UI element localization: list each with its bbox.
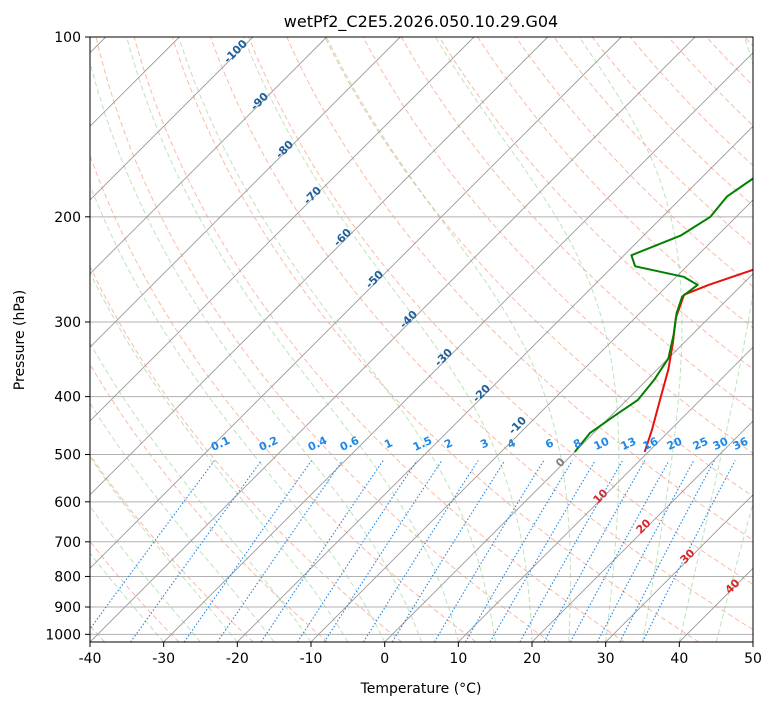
mixing-ratio-line (391, 460, 506, 642)
x-tick-label: 20 (523, 651, 541, 667)
dry-adiabat (400, 37, 753, 412)
moist-adiabat (434, 37, 620, 642)
mixing-ratio-line (433, 460, 545, 642)
mixing-ratio-line (362, 460, 479, 642)
isotherm-line (90, 37, 549, 496)
dry-adiabat (362, 37, 753, 455)
y-tick-label: 100 (54, 30, 81, 46)
dry-adiabat (90, 265, 403, 642)
y-tick-label: 200 (54, 210, 81, 226)
chart-title: wetPf2_C2E5.2026.050.10.29.G04 (284, 12, 558, 32)
mixing-ratio-label: 10 (592, 435, 612, 453)
mixing-ratio-line (90, 460, 215, 630)
dry-adiabat (286, 37, 753, 541)
dry-adiabat (629, 37, 753, 167)
x-tick-label: 0 (380, 651, 389, 667)
y-tick-label: 700 (54, 535, 81, 551)
moist-adiabat (90, 342, 312, 642)
isotherm-line (90, 37, 622, 569)
isotherm-line (310, 199, 753, 642)
mixing-ratio-label: 20 (665, 435, 685, 453)
x-tick-label: -40 (79, 651, 102, 667)
y-tick-label: 600 (54, 495, 81, 511)
dry-adiabat (553, 37, 753, 247)
isotherm-line (531, 420, 753, 642)
mixing-ratio-label: 30 (711, 435, 731, 453)
dry-adiabat (324, 37, 753, 498)
mixing-ratio-label: 13 (619, 435, 638, 453)
dry-adiabat (248, 37, 753, 586)
isotherm-line (90, 37, 475, 422)
y-tick-label: 800 (54, 569, 81, 585)
sounding-series (574, 177, 753, 453)
y-axis-label: Pressure (hPa) (12, 290, 28, 390)
mixing-ratio-line (596, 460, 695, 642)
y-tick-label: 900 (54, 600, 81, 616)
isotherm-line (90, 37, 696, 642)
mixing-ratio-line (569, 460, 670, 642)
moist-adiabat (90, 505, 201, 642)
isotherm-line (236, 125, 753, 642)
temperature-line (643, 268, 753, 453)
mixing-ratio-line (216, 460, 343, 642)
dry-adiabat (90, 363, 328, 642)
y-tick-label: 400 (54, 390, 81, 406)
y-tick-label: 500 (54, 448, 81, 464)
moist-adiabats (90, 37, 753, 642)
pressure-gridlines (90, 37, 753, 635)
mixing-ratio-line (464, 460, 573, 642)
dry-adiabat (90, 453, 254, 642)
x-tick-label: -10 (300, 651, 323, 667)
x-tick-label: -30 (152, 651, 175, 667)
plot-frame (89, 36, 754, 643)
x-tick-label: -20 (226, 651, 249, 667)
moist-adiabat (90, 183, 386, 642)
dry-adiabats (90, 37, 753, 642)
x-axis-label: Temperature (°C) (360, 681, 482, 697)
isotherm-line (457, 346, 753, 642)
x-tick-label: 10 (449, 651, 467, 667)
mixing-ratio-line (543, 460, 646, 642)
plot-area: -100-90-80-70-60-50-40-30-20-100.1 0.2 0.4… (90, 37, 753, 642)
mixing-ratio-label: 16 (641, 435, 661, 453)
x-tick-label: 40 (670, 651, 688, 667)
mixing-ratio-label: 25 (691, 435, 710, 453)
mixing-ratio-line (297, 460, 418, 642)
moist-adiabat (90, 402, 275, 642)
isotherm-line (90, 37, 328, 275)
moist-adiabat (126, 37, 459, 642)
isotherm-line (605, 494, 753, 642)
moist-adiabat (326, 37, 571, 642)
y-tick-label: 1000 (45, 627, 81, 643)
dry-adiabat (210, 37, 753, 631)
moist-adiabat (90, 60, 422, 642)
moist-adiabat (243, 37, 533, 642)
dry-adiabat (133, 37, 625, 642)
isotherms (90, 37, 753, 642)
mixing-ratio-lines (90, 460, 736, 642)
mixing-ratio-line (260, 460, 384, 642)
isotherm-line (90, 37, 254, 201)
y-axis: 100 200 300 400 500 600 700 800 900 1000 (45, 30, 90, 643)
y-tick-label: 300 (54, 315, 81, 331)
x-tick-label: 50 (744, 651, 762, 667)
dry-adiabat (515, 37, 753, 288)
mixing-ratio-line (619, 460, 715, 642)
mixing-ratio-line (323, 460, 443, 642)
isotherm-line (163, 52, 753, 642)
isotherm-line (384, 273, 753, 642)
moist-adiabat (715, 502, 753, 642)
isotherm-line (90, 37, 401, 348)
mixing-ratio-line (130, 460, 262, 642)
x-tick-label: 30 (597, 651, 615, 667)
moist-adiabat (578, 37, 683, 642)
mixing-ratio-label: 36 (731, 435, 751, 453)
dry-adiabat (95, 37, 551, 642)
x-axis: -40 -30 -20 -10 0 10 20 30 40 50 (79, 642, 762, 667)
dewpoint-line (574, 177, 753, 453)
dry-adiabat (90, 153, 477, 642)
